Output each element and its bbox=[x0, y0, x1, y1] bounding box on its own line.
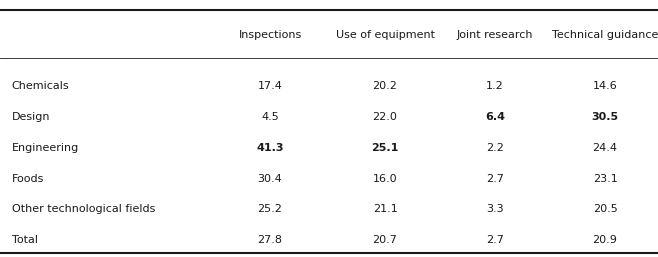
Text: 14.6: 14.6 bbox=[593, 81, 617, 91]
Text: 23.1: 23.1 bbox=[593, 174, 617, 183]
Text: 22.0: 22.0 bbox=[372, 112, 397, 122]
Text: 30.5: 30.5 bbox=[592, 112, 619, 122]
Text: Chemicals: Chemicals bbox=[12, 81, 70, 91]
Text: Engineering: Engineering bbox=[12, 143, 79, 153]
Text: Total: Total bbox=[12, 235, 38, 245]
Text: 16.0: 16.0 bbox=[372, 174, 397, 183]
Text: 25.1: 25.1 bbox=[371, 143, 399, 153]
Text: Design: Design bbox=[12, 112, 51, 122]
Text: 21.1: 21.1 bbox=[372, 205, 397, 214]
Text: 20.5: 20.5 bbox=[593, 205, 617, 214]
Text: 2.7: 2.7 bbox=[486, 174, 504, 183]
Text: 1.2: 1.2 bbox=[486, 81, 504, 91]
Text: 41.3: 41.3 bbox=[256, 143, 284, 153]
Text: 6.4: 6.4 bbox=[485, 112, 505, 122]
Text: Technical guidance: Technical guidance bbox=[552, 30, 658, 40]
Text: 30.4: 30.4 bbox=[258, 174, 282, 183]
Text: 24.4: 24.4 bbox=[592, 143, 617, 153]
Text: 20.2: 20.2 bbox=[372, 81, 397, 91]
Text: Other technological fields: Other technological fields bbox=[12, 205, 155, 214]
Text: 3.3: 3.3 bbox=[486, 205, 504, 214]
Text: 20.7: 20.7 bbox=[372, 235, 397, 245]
Text: 27.8: 27.8 bbox=[257, 235, 282, 245]
Text: Joint research: Joint research bbox=[457, 30, 533, 40]
Text: 17.4: 17.4 bbox=[257, 81, 282, 91]
Text: 4.5: 4.5 bbox=[261, 112, 279, 122]
Text: 2.7: 2.7 bbox=[486, 235, 504, 245]
Text: Foods: Foods bbox=[12, 174, 44, 183]
Text: 25.2: 25.2 bbox=[257, 205, 282, 214]
Text: Inspections: Inspections bbox=[238, 30, 301, 40]
Text: Use of equipment: Use of equipment bbox=[336, 30, 434, 40]
Text: 2.2: 2.2 bbox=[486, 143, 504, 153]
Text: 20.9: 20.9 bbox=[593, 235, 617, 245]
